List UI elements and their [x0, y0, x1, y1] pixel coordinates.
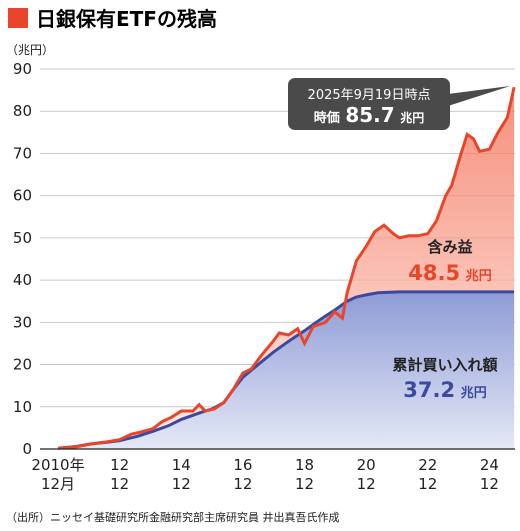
purchase-value: 37.2 — [403, 378, 455, 402]
callout-label: 時価 — [314, 110, 340, 126]
y-tick-label: 60 — [13, 187, 32, 205]
y-tick-label: 90 — [13, 60, 32, 78]
y-tick-label: 70 — [13, 144, 32, 162]
y-axis-ticks: 0 10 20 30 40 50 60 70 80 90 — [13, 60, 32, 458]
gridlines — [40, 68, 515, 408]
purchase-unit: 兆円 — [461, 385, 487, 401]
x-tick-sublabel: 12 — [110, 475, 129, 493]
gain-value-line: 48.5 兆円 — [408, 261, 491, 285]
y-axis-unit-label: （兆円） — [6, 43, 54, 57]
x-tick-sublabel: 12 — [233, 475, 252, 493]
x-tick-label: 2010年 — [31, 456, 84, 474]
cumulative-purchase-area — [58, 291, 515, 449]
y-tick-label: 40 — [13, 271, 32, 289]
gain-unit: 兆円 — [466, 268, 492, 284]
callout-value-line: 時価 85.7 兆円 — [314, 103, 425, 127]
y-tick-label: 80 — [13, 102, 32, 120]
source-note: （出所）ニッセイ基礎研究所金融研究部主席研究員 井出真吾氏作成 — [6, 510, 340, 524]
x-tick-label: 14 — [172, 456, 191, 474]
callout-pointer — [448, 86, 510, 106]
cumulative-purchase-line — [57, 290, 515, 450]
x-tick-sublabel: 12 — [480, 475, 499, 493]
y-tick-label: 50 — [13, 229, 32, 247]
gain-label: 含み益 — [427, 238, 472, 256]
x-tick-sublabel: 12 — [295, 475, 314, 493]
purchase-label: 累計買い入れ額 — [392, 356, 497, 374]
gain-annotation: 含み益 48.5 兆円 — [408, 238, 491, 285]
market-value-line — [57, 86, 516, 450]
callout-box — [288, 78, 450, 130]
y-tick-label: 0 — [22, 440, 32, 458]
callout-value: 85.7 — [345, 103, 394, 127]
title-accent-square — [8, 8, 28, 28]
y-tick-label: 20 — [13, 356, 32, 374]
purchase-value-line: 37.2 兆円 — [403, 378, 486, 402]
x-tick-sublabel: 12月 — [41, 475, 75, 493]
x-tick-label: 18 — [295, 456, 314, 474]
gain-value: 48.5 — [408, 261, 460, 285]
x-tick-sublabel: 12 — [357, 475, 376, 493]
callout-unit: 兆円 — [400, 110, 424, 125]
x-tick-label: 22 — [418, 456, 437, 474]
x-tick-label: 12 — [110, 456, 129, 474]
callout-date: 2025年9月19日時点 — [308, 88, 431, 103]
x-tick-label: 24 — [480, 456, 499, 474]
x-tick-label: 16 — [233, 456, 252, 474]
y-tick-label: 10 — [13, 398, 32, 416]
x-tick-sublabel: 12 — [172, 475, 191, 493]
purchase-annotation: 累計買い入れ額 37.2 兆円 — [392, 356, 497, 402]
x-tick-label: 20 — [357, 456, 376, 474]
x-tick-sublabel: 12 — [418, 475, 437, 493]
market-value-callout: 2025年9月19日時点 時価 85.7 兆円 — [288, 78, 510, 130]
chart-title: 日銀保有ETFの残高 — [36, 7, 217, 31]
y-tick-label: 30 — [13, 313, 32, 331]
